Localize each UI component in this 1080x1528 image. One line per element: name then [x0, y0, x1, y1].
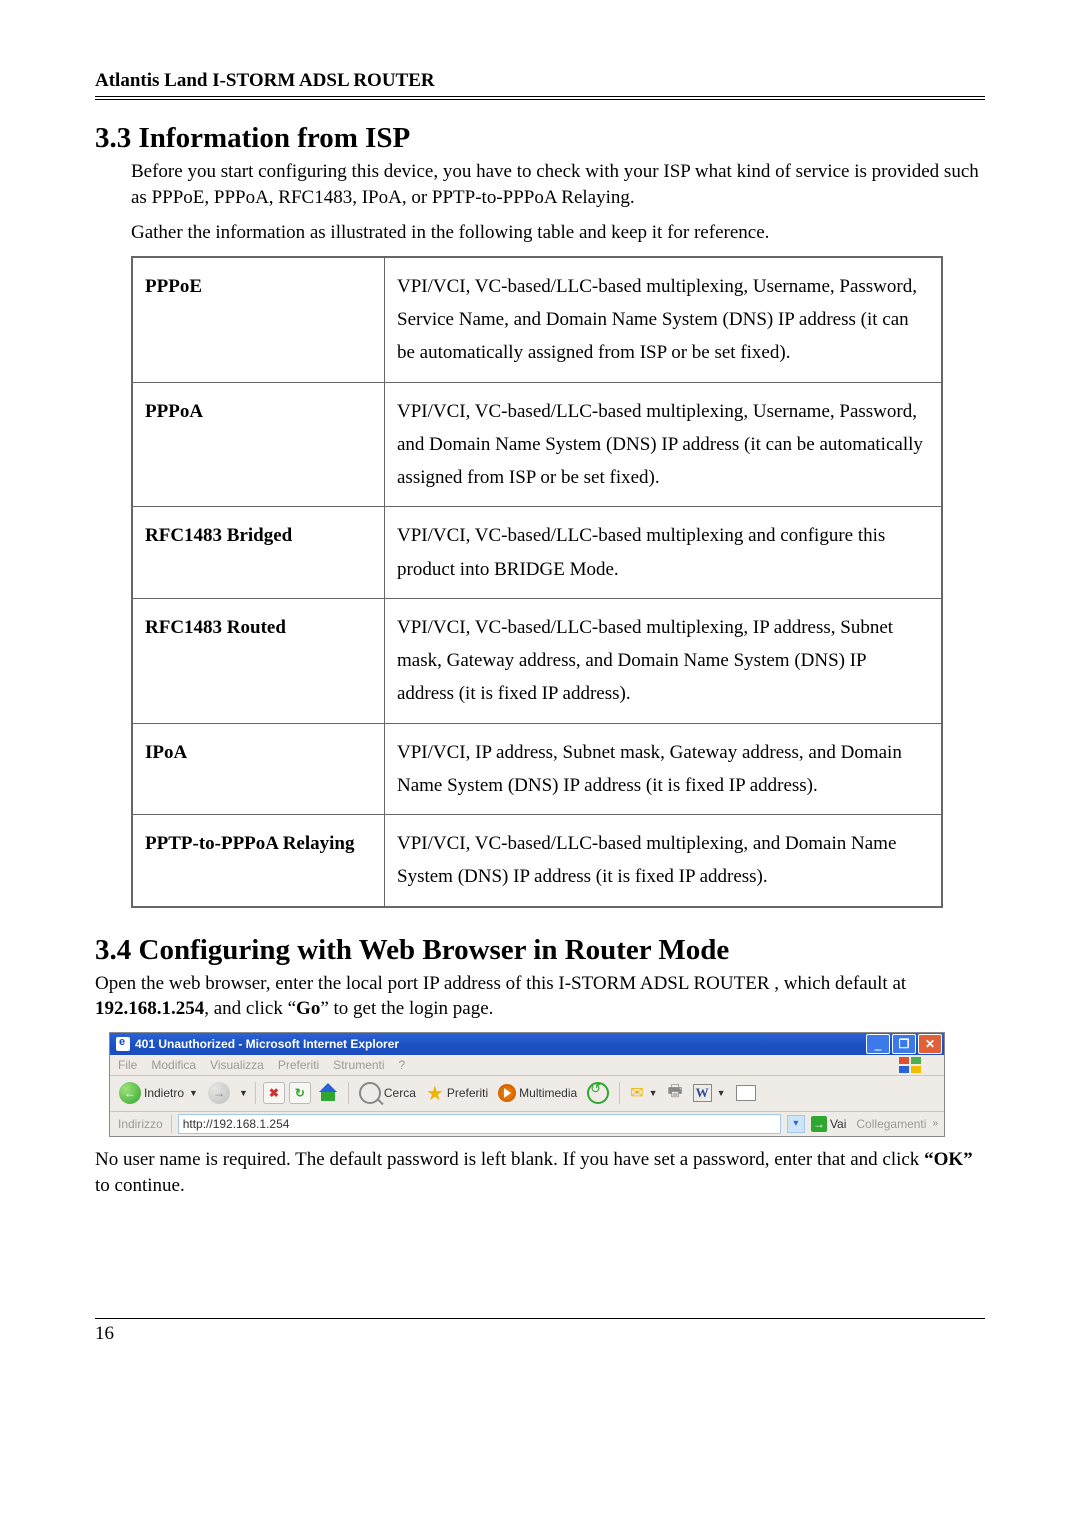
ie-logo-icon [116, 1037, 130, 1051]
star-icon: ★ [426, 1081, 444, 1106]
table-row: RFC1483 BridgedVPI/VCI, VC-based/LLC-bas… [132, 507, 942, 599]
cell-label: RFC1483 Routed [132, 598, 385, 723]
cell-desc: VPI/VCI, IP address, Subnet mask, Gatewa… [385, 723, 943, 815]
cell-label: IPoA [132, 723, 385, 815]
word-icon: W [693, 1084, 712, 1102]
ie-title-text: 401 Unauthorized - Microsoft Internet Ex… [135, 1037, 399, 1051]
ie-window: 401 Unauthorized - Microsoft Internet Ex… [109, 1032, 945, 1137]
menu-modifica[interactable]: Modifica [151, 1058, 196, 1072]
favorites-button[interactable]: ★Preferiti [423, 1080, 491, 1107]
minimize-button[interactable]: ‗ [866, 1034, 890, 1054]
go-arrow-icon: → [811, 1116, 827, 1132]
table-row: PPTP-to-PPPoA RelayingVPI/VCI, VC-based/… [132, 815, 942, 907]
menu-visualizza[interactable]: Visualizza [210, 1058, 264, 1072]
cell-label: PPTP-to-PPPoA Relaying [132, 815, 385, 907]
ie-menubar: File Modifica Visualizza Preferiti Strum… [110, 1055, 944, 1076]
multimedia-button[interactable]: Multimedia [495, 1083, 580, 1103]
cell-desc: VPI/VCI, VC-based/LLC-based multiplexing… [385, 507, 943, 599]
address-label: Indirizzo [116, 1115, 172, 1133]
section-3-4-p1: Open the web browser, enter the local po… [95, 971, 985, 1022]
mail-button[interactable]: ✉▼ [627, 1082, 660, 1104]
discuss-icon [736, 1085, 756, 1101]
section-3-3-p2: Gather the information as illustrated in… [131, 220, 985, 246]
separator [348, 1082, 349, 1104]
page-number: 16 [95, 1323, 114, 1344]
chevron-icon[interactable]: » [932, 1118, 938, 1129]
links-label[interactable]: Collegamenti [856, 1117, 926, 1131]
cell-desc: VPI/VCI, VC-based/LLC-based multiplexing… [385, 815, 943, 907]
print-button[interactable]: 🖶 [665, 1079, 686, 1108]
table-row: RFC1483 RoutedVPI/VCI, VC-based/LLC-base… [132, 598, 942, 723]
home-icon [318, 1083, 338, 1103]
cell-desc: VPI/VCI, VC-based/LLC-based multiplexing… [385, 382, 943, 507]
menu-help[interactable]: ? [399, 1058, 406, 1072]
forward-dropdown-icon[interactable]: ▼ [239, 1088, 248, 1098]
menu-strumenti[interactable]: Strumenti [333, 1058, 384, 1072]
section-3-3-p1: Before you start configuring this device… [131, 159, 985, 210]
go-button[interactable]: →Vai [811, 1116, 846, 1132]
address-input[interactable]: http://192.168.1.254 [178, 1114, 781, 1134]
table-row: IPoAVPI/VCI, IP address, Subnet mask, Ga… [132, 723, 942, 815]
separator [619, 1082, 620, 1104]
section-3-3-title: 3.3 Information from ISP [95, 122, 985, 155]
cell-desc: VPI/VCI, VC-based/LLC-based multiplexing… [385, 257, 943, 382]
discuss-button[interactable] [733, 1084, 759, 1102]
page-header: Atlantis Land I-STORM ADSL ROUTER [95, 70, 985, 100]
mail-icon: ✉ [630, 1083, 643, 1103]
cell-label: RFC1483 Bridged [132, 507, 385, 599]
search-button[interactable]: Cerca [356, 1081, 419, 1105]
separator [255, 1082, 256, 1104]
ie-toolbar: ←Indietro▼ → ▼ ✖ ↻ Cerca ★Preferiti Mult… [110, 1076, 944, 1112]
history-button[interactable] [584, 1081, 612, 1105]
back-button[interactable]: ←Indietro▼ [116, 1081, 201, 1105]
ie-addressbar: Indirizzo http://192.168.1.254 ▾ →Vai Co… [110, 1112, 944, 1136]
cell-label: PPPoE [132, 257, 385, 382]
windows-flag-icon [898, 1057, 922, 1073]
close-button[interactable]: ✕ [918, 1034, 942, 1054]
refresh-button[interactable]: ↻ [289, 1082, 311, 1104]
forward-button[interactable]: → [205, 1081, 233, 1105]
cell-label: PPPoA [132, 382, 385, 507]
stop-button[interactable]: ✖ [263, 1082, 285, 1104]
print-icon: 🖶 [668, 1080, 683, 1107]
edit-button[interactable]: W▼ [690, 1083, 729, 1103]
section-3-4-title: 3.4 Configuring with Web Browser in Rout… [95, 934, 985, 967]
isp-info-table: PPPoEVPI/VCI, VC-based/LLC-based multipl… [131, 256, 943, 908]
maximize-button[interactable]: ❐ [892, 1034, 916, 1054]
ie-titlebar: 401 Unauthorized - Microsoft Internet Ex… [110, 1033, 944, 1055]
search-icon [359, 1082, 381, 1104]
home-button[interactable] [315, 1082, 341, 1104]
page-footer: 16 [95, 1318, 985, 1345]
address-dropdown-icon[interactable]: ▾ [787, 1115, 805, 1133]
menu-file[interactable]: File [118, 1058, 137, 1072]
menu-preferiti[interactable]: Preferiti [278, 1058, 319, 1072]
table-row: PPPoEVPI/VCI, VC-based/LLC-based multipl… [132, 257, 942, 382]
after-ie-text: No user name is required. The default pa… [95, 1147, 985, 1198]
table-row: PPPoAVPI/VCI, VC-based/LLC-based multipl… [132, 382, 942, 507]
cell-desc: VPI/VCI, VC-based/LLC-based multiplexing… [385, 598, 943, 723]
media-icon [498, 1084, 516, 1102]
history-icon [587, 1082, 609, 1104]
